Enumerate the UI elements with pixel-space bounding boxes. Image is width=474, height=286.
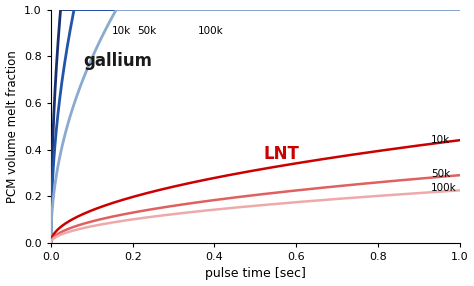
Text: 50k: 50k [431, 169, 450, 179]
Text: 10k: 10k [111, 26, 131, 36]
X-axis label: pulse time [sec]: pulse time [sec] [205, 267, 306, 281]
Text: 100k: 100k [431, 183, 457, 193]
Text: 10k: 10k [431, 135, 450, 145]
Y-axis label: PCM volume melt fraction: PCM volume melt fraction [6, 50, 18, 202]
Text: gallium: gallium [83, 52, 153, 70]
Text: 50k: 50k [137, 26, 156, 36]
Text: LNT: LNT [264, 145, 299, 163]
Text: 100k: 100k [198, 26, 224, 36]
